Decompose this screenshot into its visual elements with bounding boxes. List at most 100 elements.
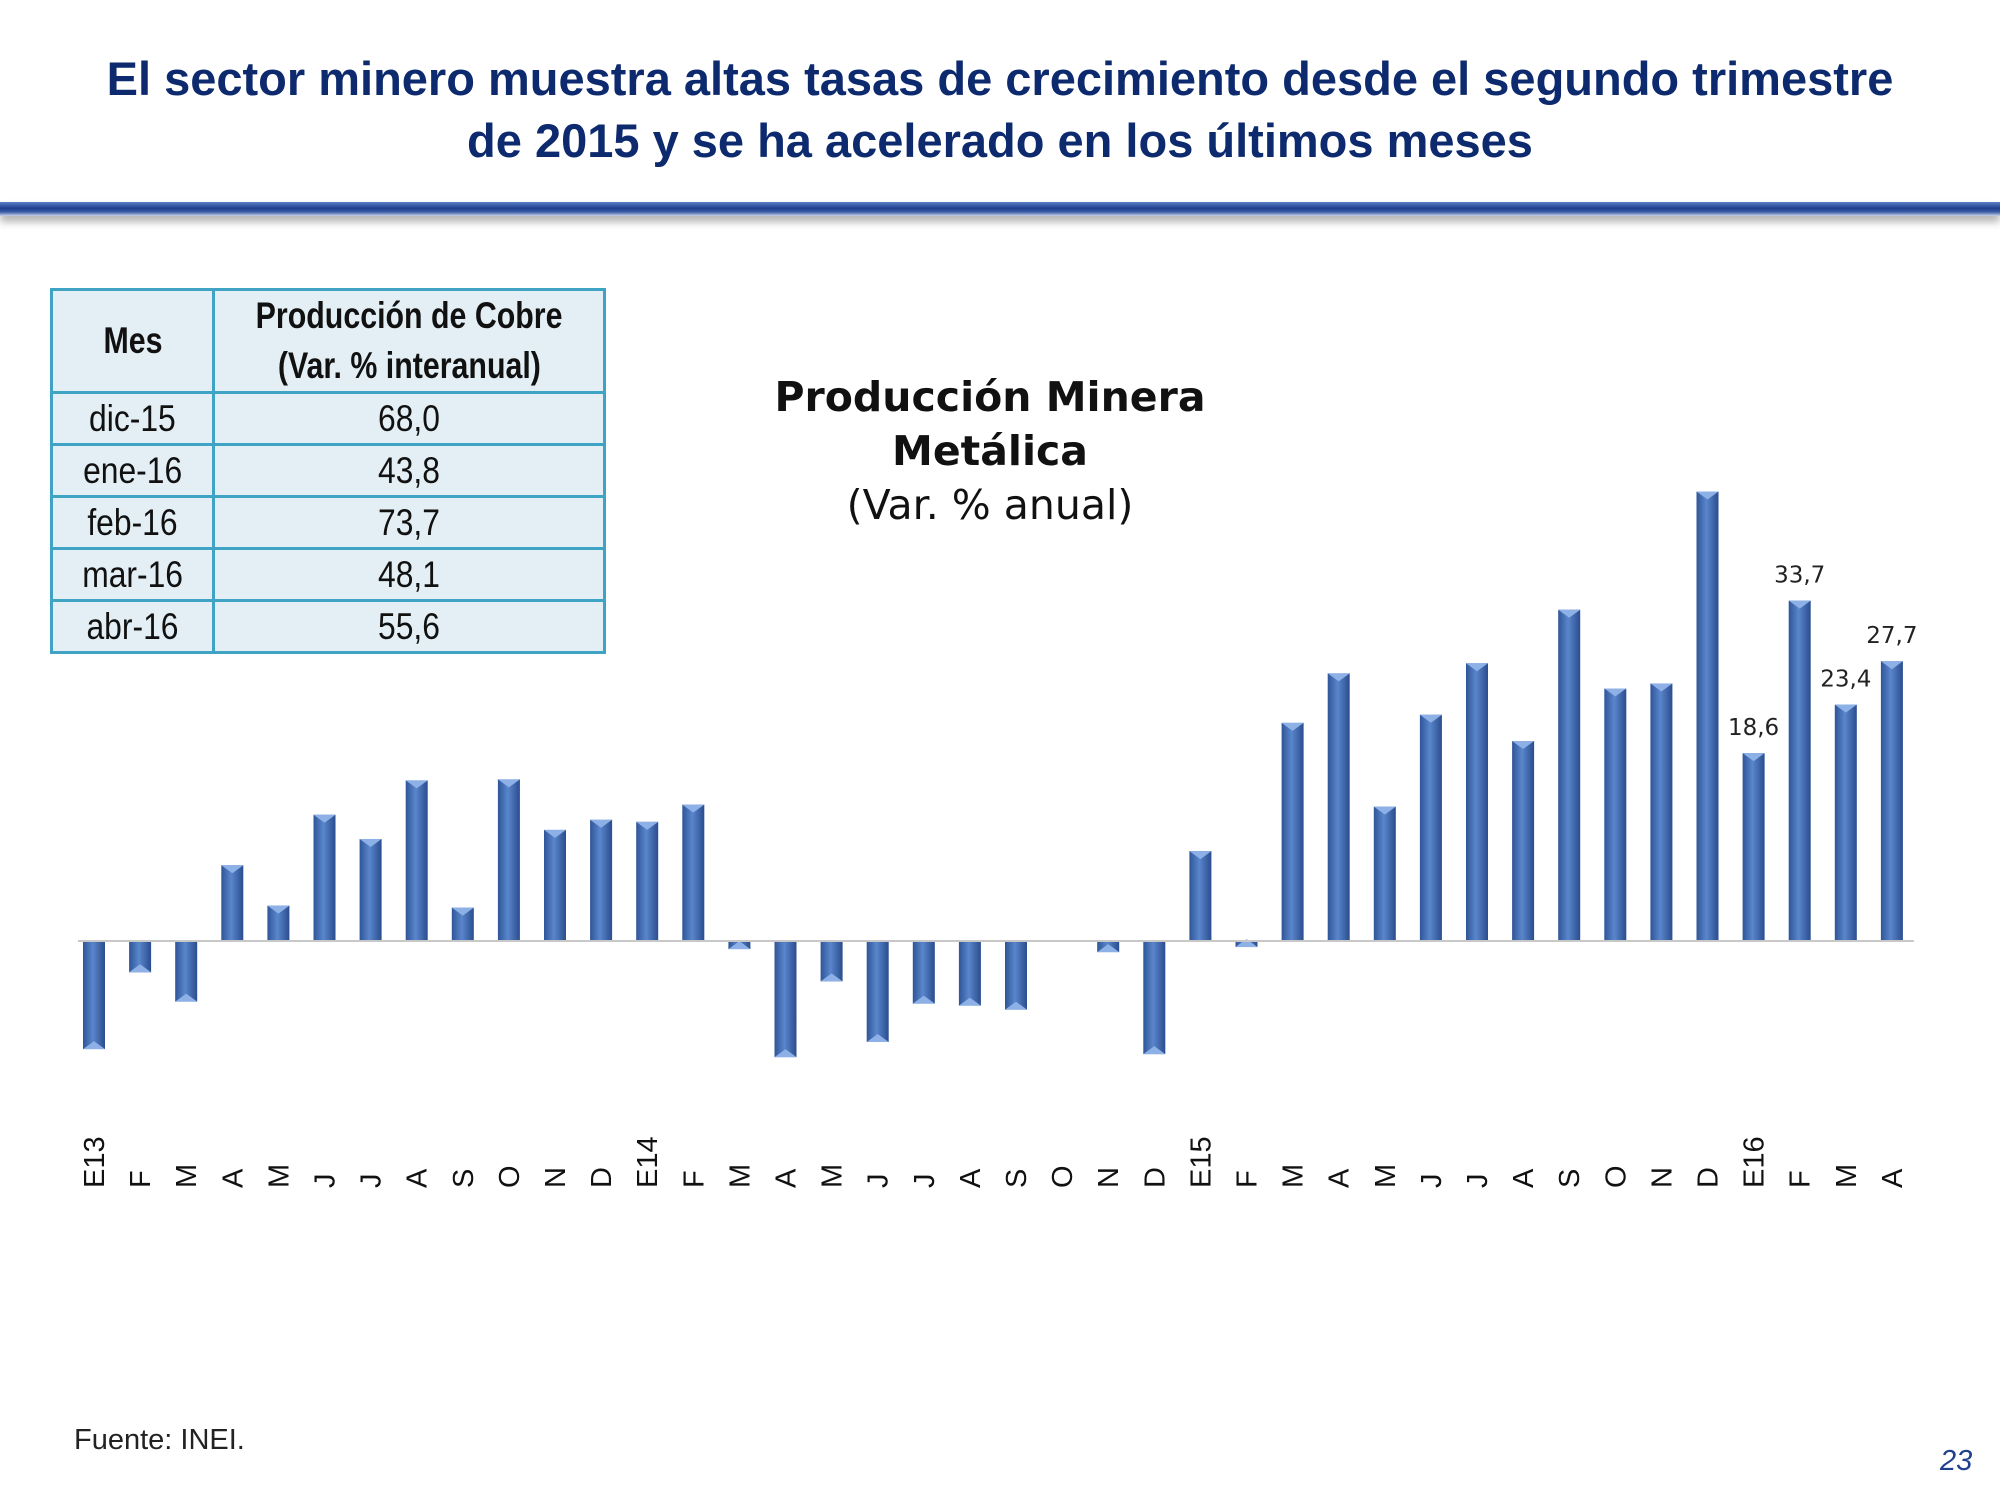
bar [1880,661,1903,941]
bar-cap [359,838,382,847]
table-header-value: Producción de Cobre (Var. % interanual) [212,288,606,394]
bar-cap [912,995,935,1004]
table-cell-value-text: 55,6 [378,606,440,647]
bar-cap [1742,753,1765,762]
table-cell-month-text: feb-16 [87,502,178,543]
bar [1373,806,1396,941]
data-label: 27,7 [1866,623,1917,649]
bar-cap [451,907,474,916]
bar-cap [1235,939,1258,948]
x-tick-label: N [1646,1167,1678,1188]
x-tick-label: O [1600,1165,1632,1188]
title-divider [0,202,2000,216]
bar [1327,673,1350,941]
bar [1143,941,1166,1055]
bar [83,941,105,1050]
x-tick-label: J [310,1174,342,1189]
bar-cap [1788,600,1811,609]
bar-cap [1143,1046,1166,1055]
bar [1834,704,1857,941]
bar [682,804,705,941]
bar [129,941,152,973]
bar [359,838,382,941]
table-cell-month: abr-16 [50,599,215,654]
bar-cap [544,829,566,838]
x-tick-label: F [1785,1170,1817,1188]
copper-production-table: Mes Producción de Cobre (Var. % interanu… [50,288,606,654]
x-tick-label: M [817,1164,849,1188]
bar-cap [267,905,290,914]
table-cell-value-text: 68,0 [378,398,440,439]
bar [1005,941,1027,1010]
bar [774,941,797,1058]
x-tick-label: A [771,1168,803,1188]
page-number: 23 [1940,1445,1973,1477]
bar-cap [1419,714,1442,723]
x-tick-label: O [1047,1165,1079,1188]
bar-cap [175,993,198,1002]
table-cell-value: 48,1 [212,547,606,602]
bar-cap [1604,688,1627,697]
data-label: 18,6 [1728,715,1779,741]
table-cell-month-text: mar-16 [82,554,183,595]
table-cell-month-text: dic-15 [89,398,176,439]
bar [1189,851,1212,941]
bar [405,780,428,941]
table-header-row: Mes Producción de Cobre (Var. % interanu… [50,288,606,394]
x-tick-label: M [1278,1164,1310,1188]
table-cell-value-text: 48,1 [378,554,440,595]
x-tick-label: D [1693,1167,1725,1188]
bar [1650,683,1673,941]
bar-cap [1512,741,1535,750]
x-tick-label: M [263,1164,295,1188]
bar-cap [1650,683,1673,692]
bar-cap [313,814,336,823]
table-header-month-label: Mes [102,320,163,361]
source-note: Fuente: INEI. [74,1424,245,1456]
x-tick-label: A [1324,1168,1356,1188]
table-header-value-line-2: (Var. % interanual) [277,345,541,386]
x-tick-label: F [678,1170,710,1188]
bar-cap [1281,722,1304,731]
bar [221,865,244,941]
bar [866,941,889,1042]
data-label: 23,4 [1820,667,1871,693]
bar-cap [1005,1001,1027,1010]
table-row: abr-16 55,6 [50,599,606,654]
bar [313,814,336,941]
bar-cap [682,804,705,813]
bar-cap [728,941,751,950]
x-tick-label: M [724,1164,756,1188]
table-row: mar-16 48,1 [50,547,606,602]
bar-cap [1327,673,1350,682]
bar-cap [1558,609,1581,618]
x-tick-label: J [1462,1174,1494,1189]
bar [590,819,613,941]
bar-cap [820,973,843,982]
x-tick-label: E13 [79,1136,111,1188]
x-tick-label: F [125,1170,157,1188]
x-tick-label: M [171,1164,203,1188]
bar-cap [1189,851,1212,860]
x-tick-label: A [1508,1168,1540,1188]
x-tick-label: A [1877,1168,1909,1188]
x-tick-label: M [1370,1164,1402,1188]
chart-title: Producción Minera Metálica [774,373,1206,475]
bar-cap [1466,663,1488,672]
table-cell-value: 68,0 [212,391,606,446]
chart-title-block: Producción Minera Metálica (Var. % anual… [690,370,1290,532]
data-label: 33,7 [1774,563,1825,589]
x-axis-labels: E13 F M A M J J A S O N D E14 F M A M J J A S O N D E15 F M A M J J A S O… [79,1136,1909,1188]
table-cell-month-text: abr-16 [86,606,179,647]
bar [1742,753,1765,941]
bar-cap [1880,661,1903,670]
bar [1281,722,1304,941]
bar-cap [497,779,520,788]
bar-cap [1373,806,1396,815]
x-tick-label: E14 [632,1136,664,1188]
bar [451,907,474,941]
x-tick-label: J [356,1174,388,1189]
bar [497,779,520,941]
bar [1558,609,1581,941]
x-tick-label: J [863,1174,895,1189]
